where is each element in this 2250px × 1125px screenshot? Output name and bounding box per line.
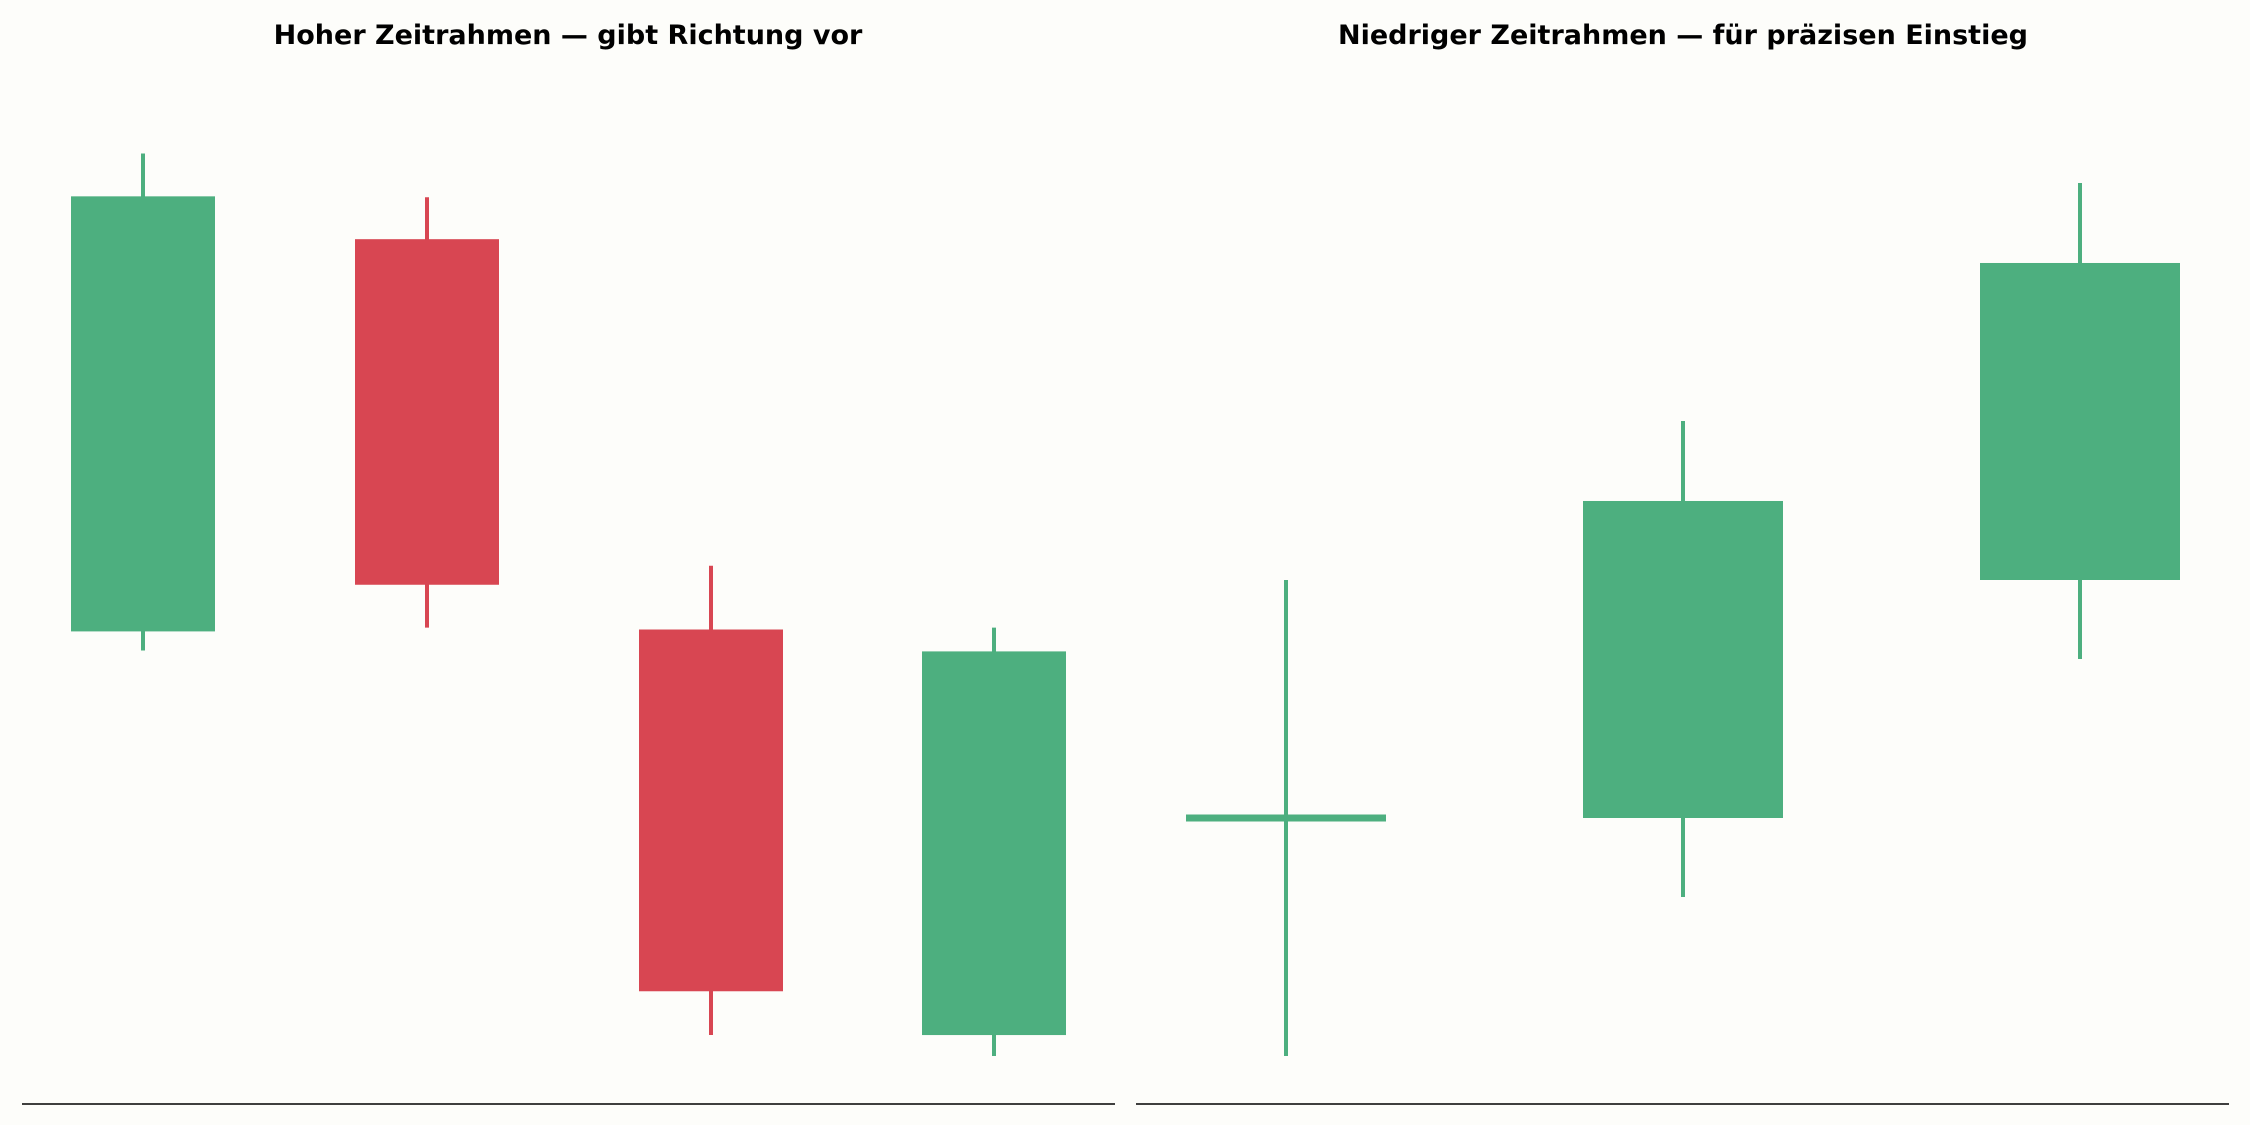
candle-body	[922, 651, 1066, 1036]
panel-high-timeframe	[22, 153, 1115, 1105]
candle-1	[71, 153, 215, 651]
candle-body	[1583, 500, 1783, 818]
candle-body	[355, 239, 499, 585]
candle-2	[355, 197, 499, 628]
panel-low-timeframe	[1136, 183, 2229, 1105]
candle-3	[639, 565, 783, 1036]
chart-title-low-timeframe: Niedriger Zeitrahmen — für präzisen Eins…	[1338, 20, 2028, 51]
candle-body	[639, 629, 783, 992]
chart-title-high-timeframe: Hoher Zeitrahmen — gibt Richtung vor	[274, 20, 863, 51]
candle-3	[1980, 183, 2180, 660]
candle-4	[922, 627, 1066, 1056]
candle-body	[71, 196, 215, 632]
candle-1	[1186, 580, 1386, 1056]
candle-body	[1980, 262, 2180, 580]
candle-2	[1583, 421, 1783, 898]
